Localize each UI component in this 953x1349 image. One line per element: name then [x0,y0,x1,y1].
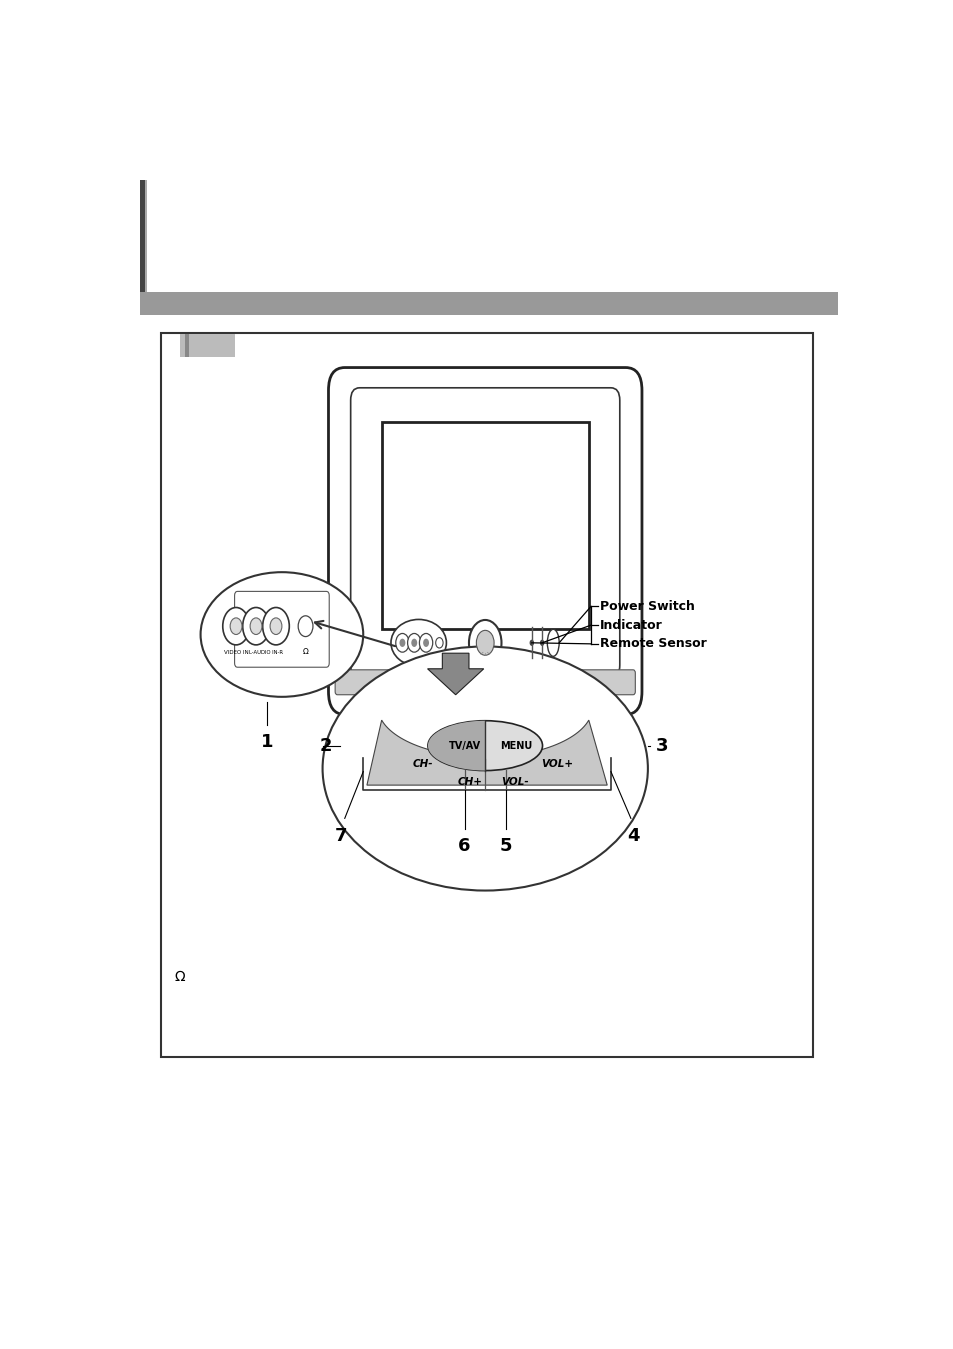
Text: CH-: CH- [412,759,432,769]
Bar [161,333,813,1058]
Bar [140,291,837,314]
Ellipse shape [391,619,446,666]
Circle shape [242,607,269,645]
Circle shape [423,638,429,648]
Text: Remote Sensor: Remote Sensor [599,637,706,650]
Text: Power Switch: Power Switch [599,600,694,612]
Circle shape [222,607,249,645]
Text: 1: 1 [260,733,274,751]
Bar [140,179,145,302]
Text: 2: 2 [319,737,332,754]
Ellipse shape [322,646,647,890]
Ellipse shape [428,720,542,770]
Text: Ω: Ω [302,648,308,656]
Text: VOL-: VOL- [500,777,528,786]
Text: 4: 4 [627,827,639,844]
Circle shape [250,618,262,634]
Text: TV/AV: TV/AV [448,741,480,750]
Circle shape [298,615,313,637]
FancyBboxPatch shape [351,387,619,677]
Bar [185,335,189,357]
Ellipse shape [200,572,363,697]
Text: 5: 5 [499,836,512,855]
Text: 7: 7 [335,827,347,844]
Circle shape [529,639,534,646]
Bar [381,421,588,629]
Text: 3: 3 [656,737,668,754]
Circle shape [419,634,433,652]
FancyBboxPatch shape [328,367,641,715]
Circle shape [436,638,442,648]
Polygon shape [367,720,606,785]
Polygon shape [427,653,483,695]
Bar [145,179,147,302]
Circle shape [270,618,282,634]
Circle shape [539,639,544,646]
Text: MENU: MENU [499,741,532,750]
Text: CH+: CH+ [457,777,482,786]
Text: Ω: Ω [174,970,185,985]
Text: 6: 6 [457,836,470,855]
Circle shape [411,638,416,648]
FancyBboxPatch shape [335,670,635,695]
Circle shape [476,630,494,656]
Circle shape [469,621,501,665]
FancyBboxPatch shape [234,591,329,668]
Bar [180,335,235,357]
Polygon shape [428,720,485,770]
Text: VOL+: VOL+ [541,759,573,769]
Circle shape [399,638,405,648]
Text: VIDEO IN: VIDEO IN [223,650,248,656]
Text: L-AUDIO IN-R: L-AUDIO IN-R [249,650,283,656]
Circle shape [395,634,409,652]
Circle shape [407,634,420,652]
Ellipse shape [547,629,558,657]
Text: Indicator: Indicator [599,619,662,631]
Circle shape [262,607,289,645]
Circle shape [230,618,242,634]
